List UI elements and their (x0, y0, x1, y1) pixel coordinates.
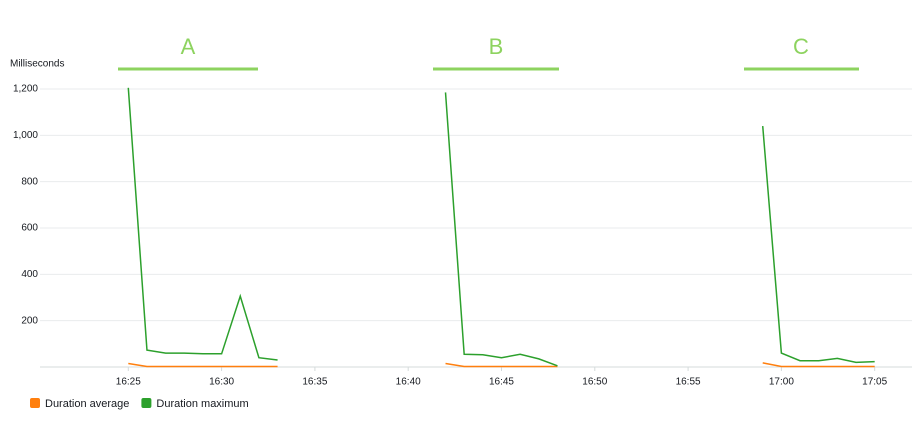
series-line (127, 87, 875, 367)
x-tick-label: 17:05 (862, 377, 887, 388)
legend-swatch (141, 398, 152, 408)
y-tick-label: 1,000 (13, 130, 38, 141)
y-tick-label: 200 (21, 315, 38, 326)
x-tick-label: 16:40 (396, 377, 421, 388)
y-axis-label: Milliseconds (10, 59, 64, 70)
x-tick-label: 16:25 (116, 377, 141, 388)
annotation: A (181, 34, 196, 59)
x-tick-label: 16:55 (676, 377, 701, 388)
series-line (128, 362, 875, 368)
legend-swatch (30, 398, 40, 408)
y-tick-label: 800 (21, 176, 38, 187)
annotation: C (793, 34, 809, 59)
y-tick-label: 1,200 (13, 84, 38, 95)
x-tick-label: 16:30 (209, 377, 234, 388)
y-tick-label: 600 (21, 223, 38, 234)
annotation: B (489, 34, 504, 59)
x-tick-label: 16:35 (302, 377, 327, 388)
legend-label: Duration maximum (156, 398, 248, 410)
y-tick-label: 400 (21, 269, 38, 280)
x-tick-label: 16:50 (582, 377, 607, 388)
legend-label: Duration average (45, 398, 129, 410)
x-tick-label: 16:45 (489, 377, 514, 388)
x-tick-label: 17:00 (769, 377, 794, 388)
